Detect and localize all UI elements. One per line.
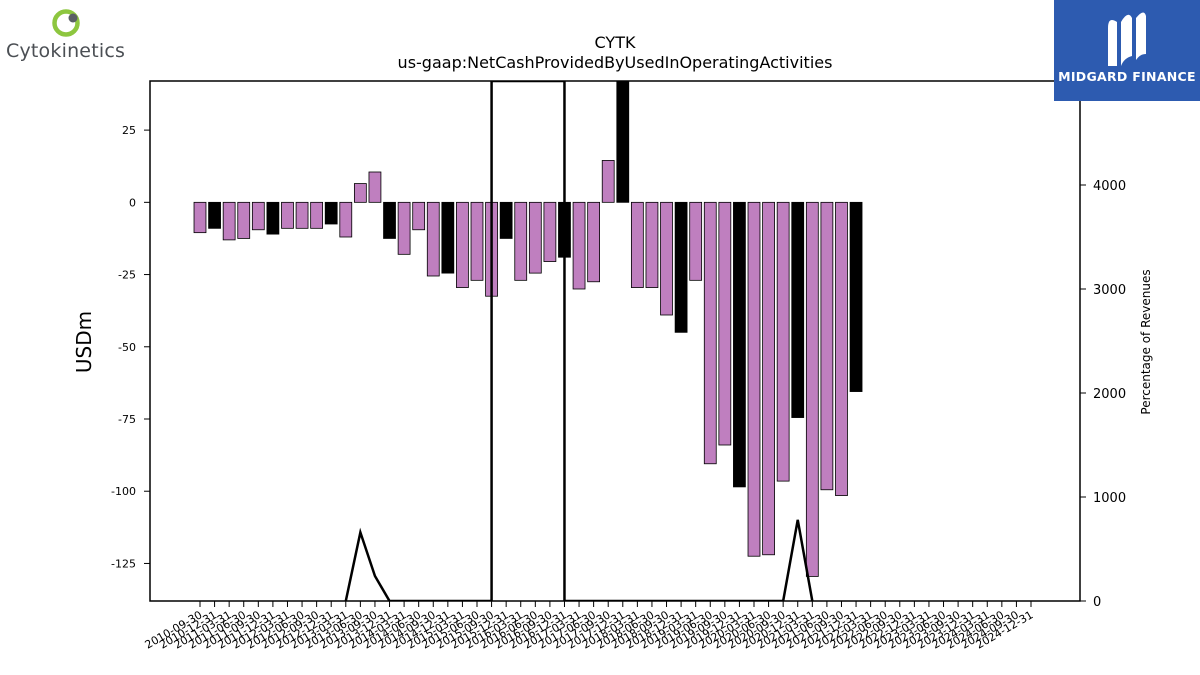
bar-2014-12-31 [441,201,455,274]
y2-tick-label: 2000 [1093,387,1126,402]
bar-2010-09-30 [193,201,207,234]
chart-subtitle: us-gaap:NetCashProvidedByUsedInOperating… [398,53,833,72]
chart-title: CYTK [595,33,636,52]
y-tick-label: -125 [111,557,136,570]
bar-2011-03-31 [222,201,236,241]
axes-layer: 250-25-50-75-100-12501000200030004000500… [111,75,1126,652]
bar-2018-06-30 [645,201,659,288]
bar-2017-12-31 [616,81,630,203]
cytokinetics-logo-mark-icon [52,9,80,37]
bar-2021-12-31 [849,201,863,392]
bar-2016-03-31 [514,201,528,281]
bar-2010-12-31 [208,201,221,229]
bar-2012-09-30 [310,201,323,229]
bar-2012-06-30 [295,201,309,229]
bar-2015-03-31 [456,201,469,288]
y-tick-label: 25 [122,124,136,137]
bar-2012-03-31 [281,201,294,229]
bar-2021-09-30 [835,201,848,496]
plot-frame [149,80,1081,602]
y-tick-label: -25 [118,269,136,282]
midgard-finance-logo-mark-icon [1108,12,1146,66]
y-axis-label: USDm [72,311,96,373]
bar-2015-12-31 [499,201,513,239]
y2-tick-label: 0 [1093,595,1101,610]
y2-tick-label: 1000 [1093,491,1126,506]
pct-revenue-line [344,81,814,601]
y-tick-label: -100 [111,485,136,498]
bar-2019-09-30 [718,201,732,446]
bar-2013-03-31 [339,201,353,238]
midgard-finance-wordmark: MIDGARD FINANCE [1058,69,1196,84]
bar-2020-09-30 [776,201,790,482]
bar-2013-12-31 [383,201,396,239]
bar-2019-06-30 [703,201,717,465]
bar-2021-03-31 [805,201,819,577]
bar-2014-03-31 [397,201,411,255]
bar-2013-09-30 [368,171,382,203]
bar-2020-06-30 [762,201,775,556]
bar-2014-09-30 [426,201,440,277]
bar-2018-12-31 [674,201,688,333]
bar-2016-09-30 [543,201,557,262]
midgard-finance-logo: MIDGARD FINANCE [1054,0,1200,101]
y-tick-label: 0 [129,196,136,209]
y-tick-label: -50 [118,341,136,354]
bar-2020-03-31 [747,201,761,557]
bar-2021-06-30 [820,201,834,491]
bar-2011-09-30 [251,201,265,231]
bar-2015-06-30 [470,201,484,281]
bar-2011-06-30 [237,201,251,239]
bar-2018-09-30 [660,201,673,316]
bar-2011-12-31 [266,201,280,235]
cytokinetics-logo: Cytokinetics [4,4,129,62]
bar-2018-03-31 [630,201,644,288]
bar-2019-03-31 [689,201,703,281]
bar-2017-06-30 [587,201,601,283]
y2-tick-label: 4000 [1093,179,1126,194]
y2-tick-label: 3000 [1093,283,1126,298]
bar-2017-03-31 [572,201,586,290]
bar-2016-06-30 [528,201,542,274]
y2-axis-label: Percentage of Revenues [1139,269,1153,414]
bar-2012-12-31 [324,201,338,225]
bars-layer [193,81,863,577]
y-tick-label: -75 [118,413,136,426]
bar-2017-09-30 [601,160,615,203]
bar-2013-06-30 [353,183,367,203]
cytokinetics-wordmark: Cytokinetics [6,40,126,62]
line-layer [344,81,814,601]
bar-2014-06-30 [412,201,426,231]
bar-2020-12-31 [791,201,805,418]
bar-2019-12-31 [733,201,746,488]
